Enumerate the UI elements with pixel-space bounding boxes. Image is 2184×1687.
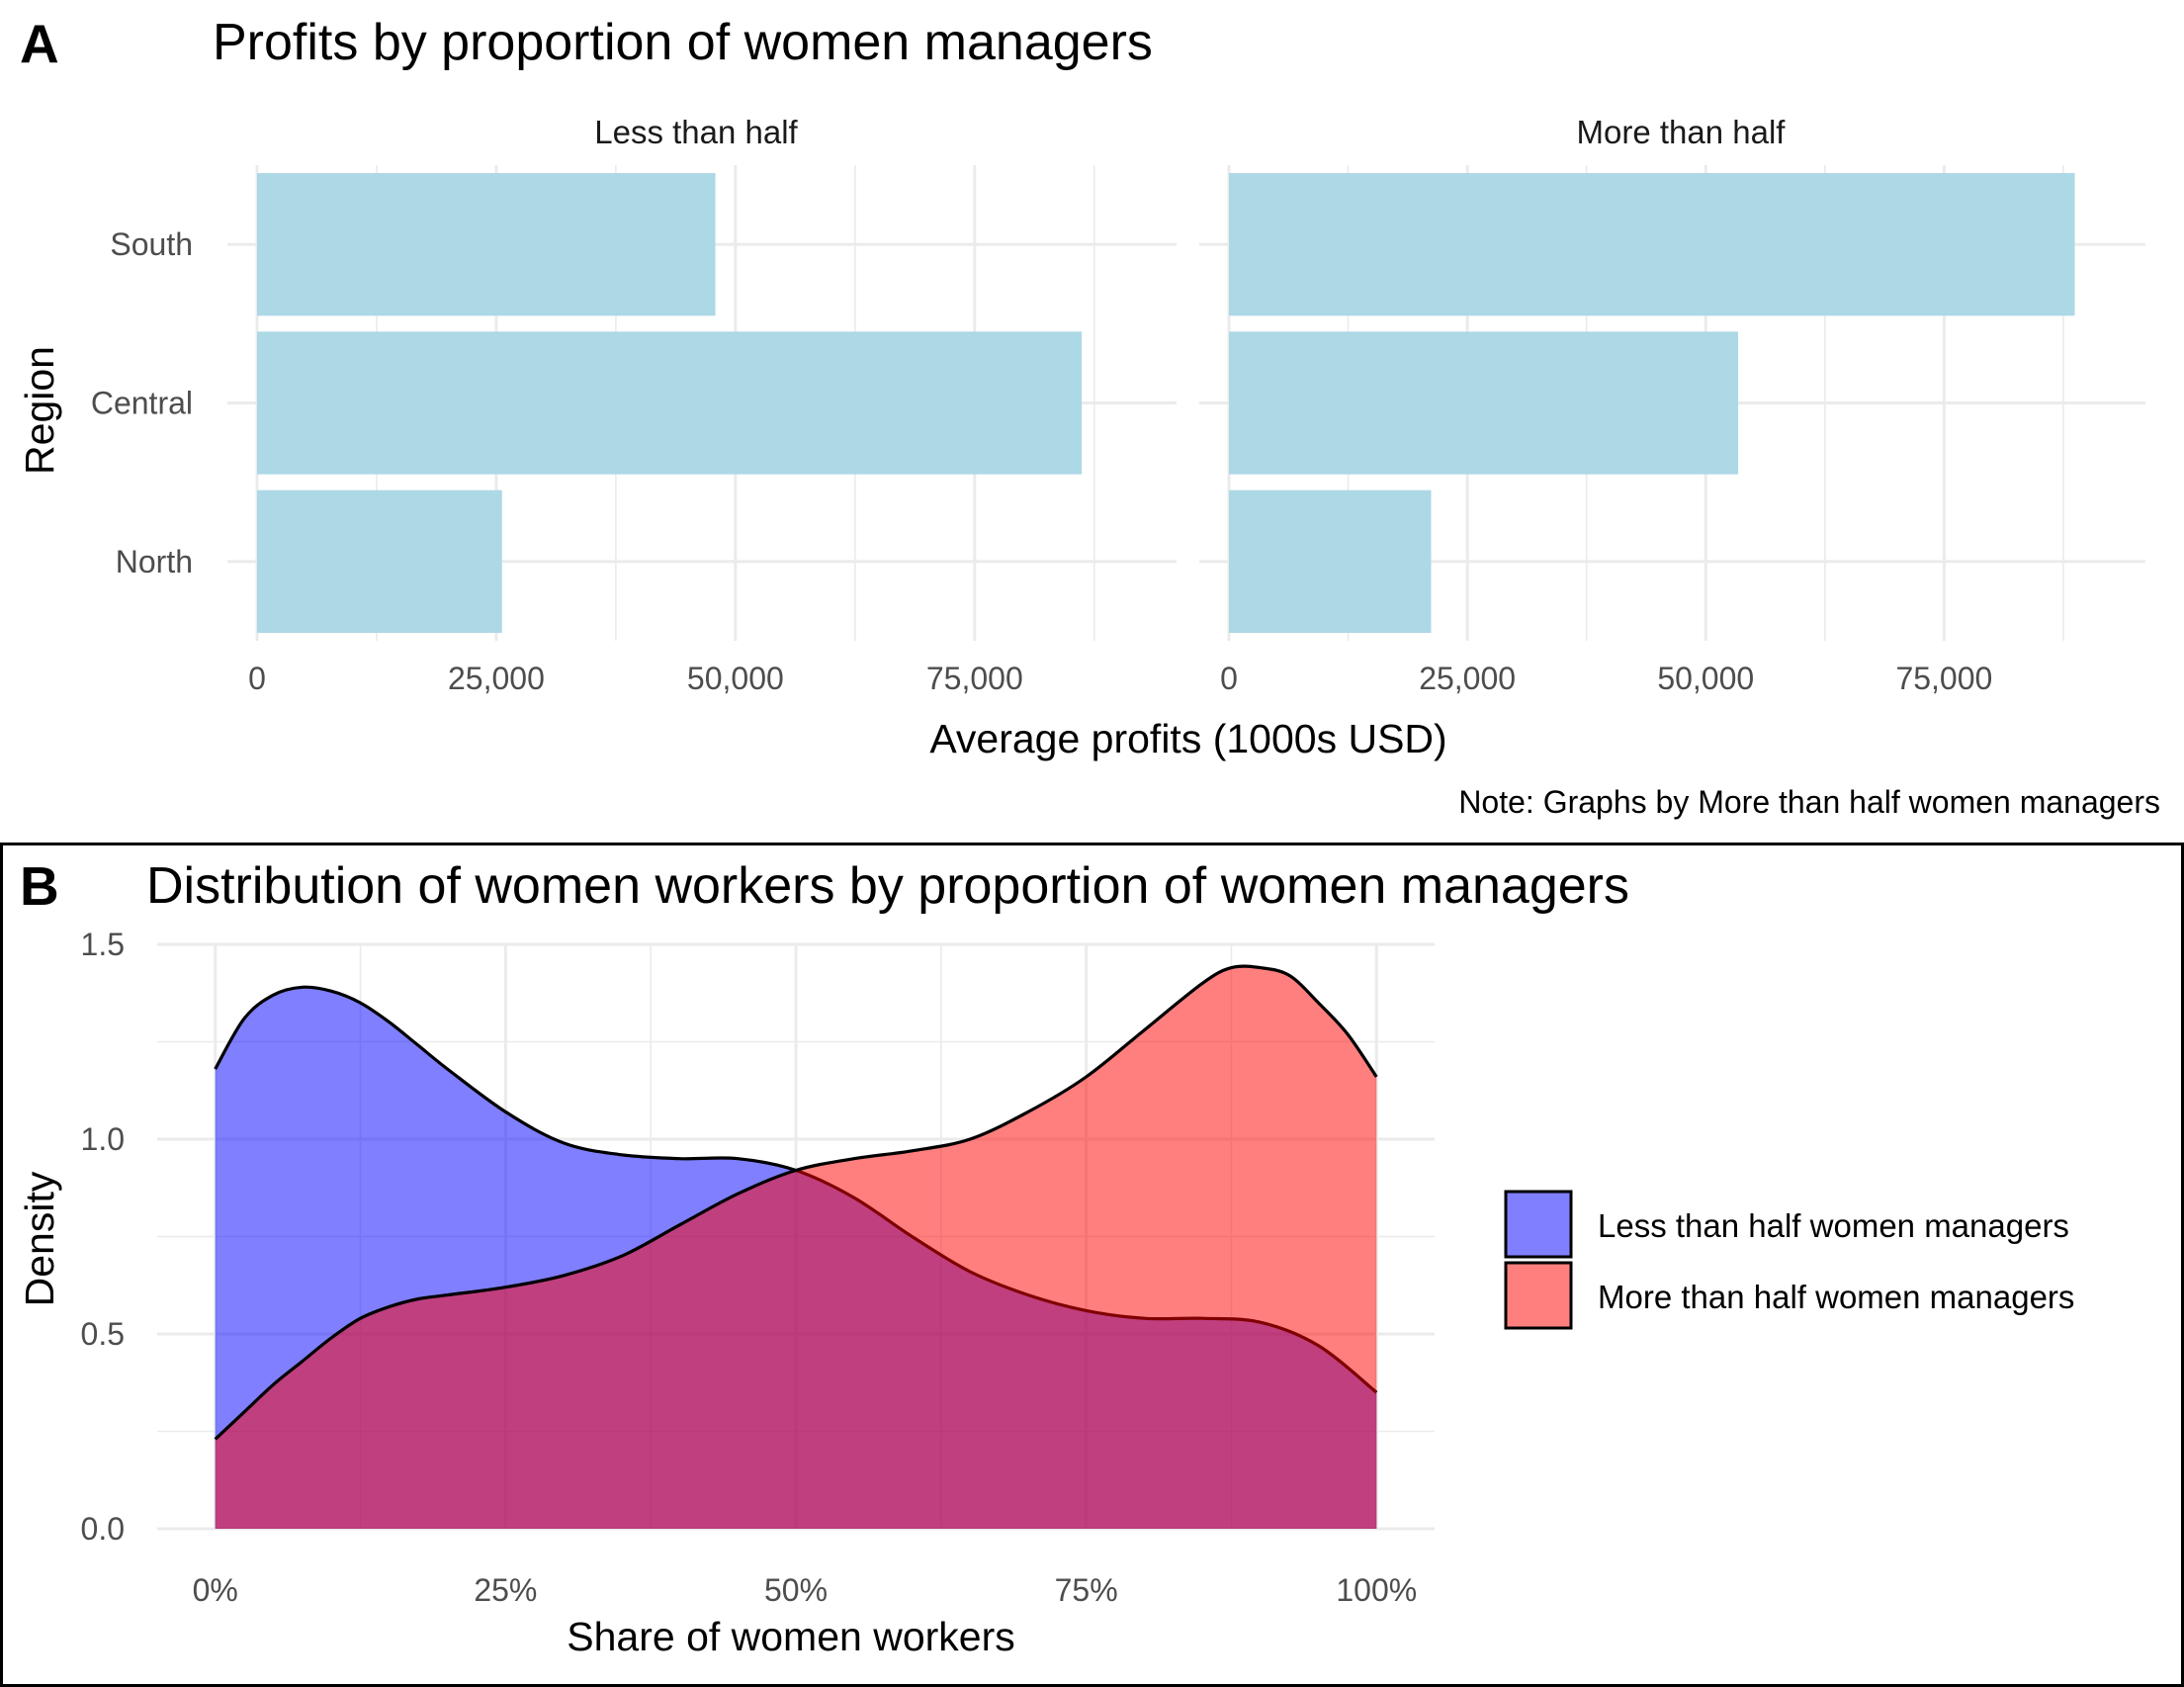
- panel-a-y-axis-title: Region: [17, 346, 62, 475]
- panel-b-plot-area: 0% 25% 50% 75% 100% 0.0 0.5 1.0 1.5: [81, 927, 1435, 1608]
- bar-less-than-half-north: [257, 489, 502, 633]
- panel-a-note: Note: Graphs by More than half women man…: [1458, 784, 2160, 820]
- legend-key-less-than-half: [1504, 1190, 1573, 1259]
- x-tick-label: 0%: [193, 1572, 238, 1608]
- x-tick-label: 75%: [1055, 1572, 1118, 1608]
- x-tick-label-less-than-half: 0: [248, 661, 266, 696]
- x-tick-label: 25%: [474, 1572, 537, 1608]
- y-tick-label-north: North: [116, 544, 193, 579]
- panel-b-y-axis-title: Density: [17, 1171, 62, 1306]
- bar-less-than-half-south: [257, 173, 716, 316]
- panel-b-title: Distribution of women workers by proport…: [146, 857, 1629, 915]
- x-tick-label-more-than-half: 0: [1220, 661, 1238, 696]
- legend-label-less-than-half: Less than half women managers: [1598, 1207, 2069, 1244]
- legend-label-more-than-half: More than half women managers: [1598, 1279, 2074, 1315]
- bar-less-than-half-central: [257, 331, 1083, 475]
- y-tick-label-south: South: [110, 226, 193, 262]
- facet-strip-less-than-half: Less than half: [594, 114, 798, 150]
- panel-a-letter: A: [20, 13, 59, 74]
- density-area-more-than-half-women-managers: [215, 966, 1377, 1529]
- panel-a-plot-area: 0 25,000 50,000 75,000 0 25,000 50,000 75,000 So…: [91, 165, 2145, 696]
- x-tick-label-less-than-half: 25,000: [448, 661, 545, 696]
- x-tick-label-less-than-half: 50,000: [687, 661, 784, 696]
- x-tick-label-less-than-half: 75,000: [926, 661, 1023, 696]
- x-tick-label-more-than-half: 25,000: [1419, 661, 1516, 696]
- y-tick-label-central: Central: [91, 386, 193, 421]
- y-tick-label: 0.5: [81, 1316, 125, 1352]
- x-tick-label-more-than-half: 50,000: [1657, 661, 1754, 696]
- x-tick-label-more-than-half: 75,000: [1895, 661, 1992, 696]
- bar-more-than-half-south: [1229, 173, 2075, 316]
- y-tick-label: 1.5: [81, 927, 125, 962]
- x-tick-label: 50%: [764, 1572, 828, 1608]
- bar-more-than-half-north: [1229, 489, 1432, 633]
- legend-key-more-than-half: [1504, 1261, 1573, 1330]
- panel-b-border: [0, 843, 2184, 1687]
- panel-a-x-axis-title: Average profits (1000s USD): [929, 716, 1446, 761]
- y-tick-label: 1.0: [81, 1121, 125, 1157]
- panel-b-legend: Less than half women managers More than …: [1504, 1190, 2074, 1330]
- panel-b: B Distribution of women workers by propo…: [0, 843, 2184, 1687]
- panel-b-x-axis-title: Share of women workers: [567, 1614, 1014, 1659]
- bar-more-than-half-central: [1229, 331, 1739, 475]
- x-tick-label: 100%: [1336, 1572, 1417, 1608]
- y-tick-label: 0.0: [81, 1511, 125, 1547]
- density-line-more-than-half-women-managers: [214, 964, 1378, 1441]
- panel-a-title: Profits by proportion of women managers: [213, 14, 1153, 71]
- panel-a: A Profits by proportion of women manager…: [17, 13, 2160, 820]
- facet-strip-more-than-half: More than half: [1577, 114, 1787, 150]
- panel-b-letter: B: [20, 855, 59, 917]
